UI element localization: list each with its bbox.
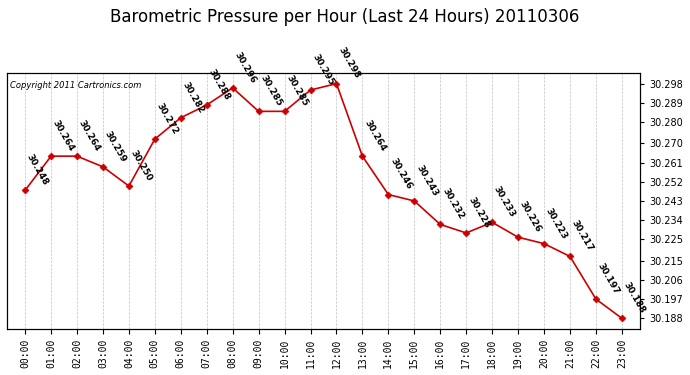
- Text: 30.226: 30.226: [518, 200, 543, 234]
- Text: 30.285: 30.285: [284, 74, 310, 108]
- Text: 30.223: 30.223: [544, 206, 569, 240]
- Text: Barometric Pressure per Hour (Last 24 Hours) 20110306: Barometric Pressure per Hour (Last 24 Ho…: [110, 8, 580, 26]
- Text: 30.272: 30.272: [155, 101, 180, 136]
- Text: 30.197: 30.197: [596, 261, 621, 296]
- Text: 30.188: 30.188: [622, 281, 647, 315]
- Text: Copyright 2011 Cartronics.com: Copyright 2011 Cartronics.com: [10, 81, 141, 90]
- Text: 30.264: 30.264: [362, 118, 388, 153]
- Text: 30.295: 30.295: [310, 53, 335, 87]
- Text: 30.264: 30.264: [51, 118, 76, 153]
- Text: 30.264: 30.264: [77, 118, 102, 153]
- Text: 30.243: 30.243: [414, 163, 440, 198]
- Text: 30.259: 30.259: [103, 129, 128, 164]
- Text: 30.282: 30.282: [181, 80, 206, 114]
- Text: 30.246: 30.246: [388, 157, 413, 191]
- Text: 30.298: 30.298: [337, 46, 362, 80]
- Text: 30.296: 30.296: [233, 50, 258, 85]
- Text: 30.233: 30.233: [492, 185, 518, 219]
- Text: 30.288: 30.288: [207, 68, 232, 102]
- Text: 30.232: 30.232: [440, 187, 465, 221]
- Text: 30.228: 30.228: [466, 195, 491, 230]
- Text: 30.217: 30.217: [570, 219, 595, 253]
- Text: 30.248: 30.248: [25, 153, 50, 187]
- Text: 30.250: 30.250: [129, 148, 154, 183]
- Text: 30.285: 30.285: [259, 74, 284, 108]
